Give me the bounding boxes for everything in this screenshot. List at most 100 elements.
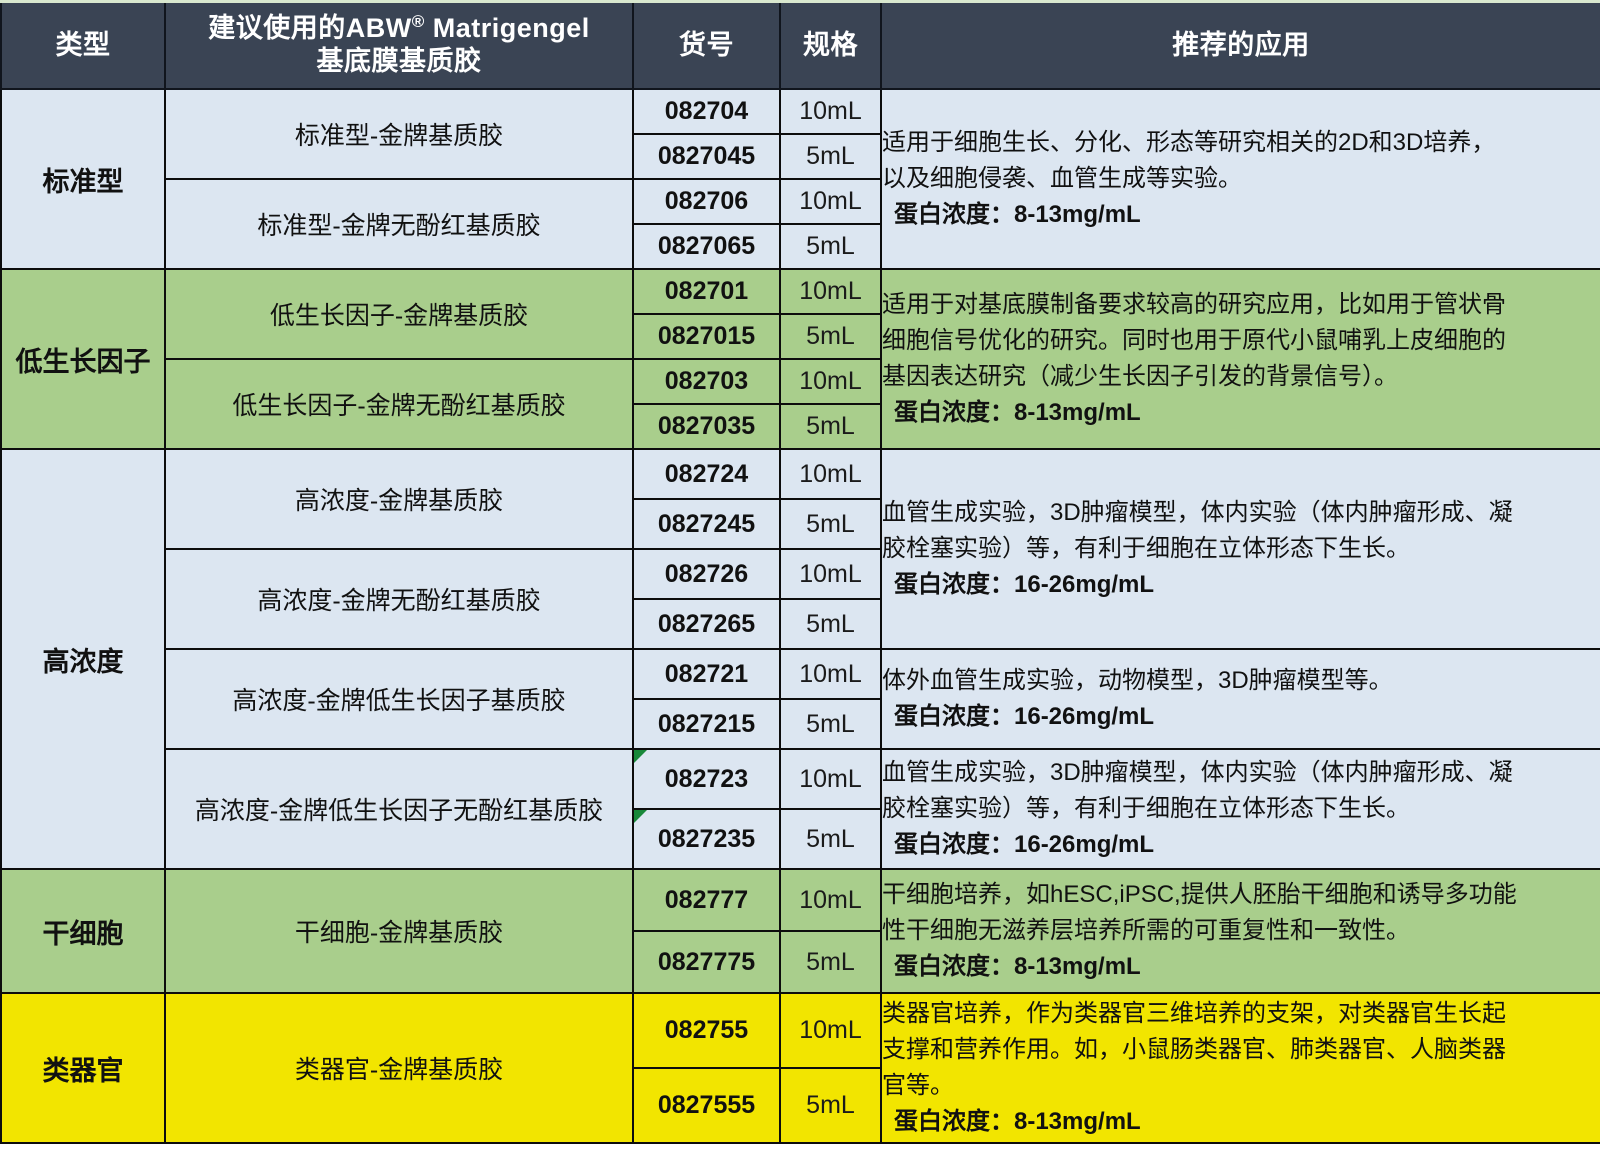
header-label-product-line2: 基底膜基质胶 bbox=[316, 46, 482, 76]
catalog-number-cell: 0827065 bbox=[632, 223, 781, 270]
header-cell-type: 类型 bbox=[0, 0, 166, 90]
catalog-number-cell: 082706 bbox=[632, 178, 781, 225]
protein-concentration-label: 蛋白浓度：16-26mg/mL bbox=[894, 703, 1155, 730]
spec-cell: 5mL bbox=[779, 1067, 882, 1144]
product-name-label: 标准型-金牌无酚红基质胶 bbox=[257, 212, 541, 240]
spec-label: 10mL bbox=[799, 97, 862, 125]
product-name-label: 干细胞-金牌基质胶 bbox=[294, 919, 504, 947]
group-type-label: 类器官 bbox=[42, 1055, 124, 1086]
spec-cell: 5mL bbox=[779, 598, 882, 650]
catalog-number-label: 082701 bbox=[664, 277, 749, 305]
top-edge-strip bbox=[0, 0, 1600, 3]
group-type-label: 低生长因子 bbox=[15, 346, 151, 377]
spec-label: 5mL bbox=[806, 509, 855, 538]
spec-cell: 5mL bbox=[779, 698, 882, 750]
comment-marker-icon bbox=[634, 810, 647, 823]
application-cell: 干细胞培养，如hESC,iPSC,提供人胚胎干细胞和诱导多功能 性干细胞无滋养层培… bbox=[880, 868, 1600, 994]
spec-cell: 5mL bbox=[779, 403, 882, 450]
catalog-number-cell: 0827265 bbox=[632, 598, 781, 650]
table-row: 高浓度 高浓度-金牌基质胶 082724 10mL 血管生成实验，3D肿瘤模型，体内实验… bbox=[0, 448, 1600, 870]
product-name-label: 高浓度-金牌无酚红基质胶 bbox=[257, 587, 541, 615]
catalog-number-label: 082703 bbox=[664, 367, 749, 395]
table-row: 标准型 标准型-金牌基质胶 082704 10mL 适用于细胞生长、分化、形态等研究相关… bbox=[0, 88, 1600, 270]
application-text-line: 性干细胞无滋养层培养所需的可重复性和一致性。 bbox=[882, 917, 1410, 944]
catalog-number-cell: 082721 bbox=[632, 648, 781, 700]
group-type-cell: 干细胞 bbox=[0, 868, 166, 994]
group-type-cell: 低生长因子 bbox=[0, 268, 166, 450]
product-name-label: 高浓度-金牌低生长因子基质胶 bbox=[232, 687, 566, 715]
application-cell: 类器官培养，作为类器官三维培养的支架，对类器官生长起 支撑和营养作用。如，小鼠肠类… bbox=[880, 992, 1600, 1144]
application-text-line: 体外血管生成实验，动物模型，3D肿瘤模型等。 bbox=[882, 667, 1393, 694]
header-row: 类型 建议使用的ABW® Matrigengel 基底膜基质胶 货号 规格 推荐… bbox=[0, 0, 1600, 90]
catalog-number-cell: 0827045 bbox=[632, 133, 781, 180]
header-label-application: 推荐的应用 bbox=[1172, 29, 1310, 60]
catalog-number-cell: 082701 bbox=[632, 268, 781, 315]
spec-cell: 5mL bbox=[779, 223, 882, 270]
product-name-label: 标准型-金牌基质胶 bbox=[294, 122, 504, 150]
table-row: 0827235 5mL bbox=[1, 808, 1600, 870]
header-cell-product: 建议使用的ABW® Matrigengel 基底膜基质胶 bbox=[164, 0, 634, 90]
spec-label: 10mL bbox=[799, 559, 862, 588]
application-text-line: 支撑和营养作用。如，小鼠肠类器官、肺类器官、人脑类器 bbox=[882, 1036, 1506, 1063]
group-type-cell: 高浓度 bbox=[0, 448, 166, 870]
product-name-cell: 低生长因子-金牌基质胶 bbox=[164, 268, 634, 360]
registered-trademark-icon: ® bbox=[411, 12, 425, 32]
catalog-number-cell: 0827235 bbox=[632, 808, 781, 870]
spec-label: 5mL bbox=[806, 609, 855, 638]
application-text-line: 干细胞培养，如hESC,iPSC,提供人胚胎干细胞和诱导多功能 bbox=[882, 881, 1517, 908]
table-row: 低生长因子-金牌无酚红基质胶 082703 10mL bbox=[1, 358, 1600, 450]
spec-label: 10mL bbox=[799, 187, 862, 215]
spec-cell: 10mL bbox=[779, 268, 882, 315]
spec-cell: 10mL bbox=[779, 748, 882, 810]
header-cell-spec: 规格 bbox=[779, 0, 882, 90]
spec-cell: 10mL bbox=[779, 178, 882, 225]
application-text-line: 官等。 bbox=[882, 1072, 954, 1099]
catalog-number-cell: 0827015 bbox=[632, 313, 781, 360]
application-cell: 适用于细胞生长、分化、形态等研究相关的2D和3D培养， 以及细胞侵袭、血管生成等实… bbox=[880, 88, 1600, 270]
product-name-cell: 标准型-金牌无酚红基质胶 bbox=[164, 178, 634, 270]
spec-cell: 10mL bbox=[779, 358, 882, 405]
group-type-label: 干细胞 bbox=[42, 918, 124, 949]
spec-cell: 10mL bbox=[779, 448, 882, 500]
product-name-label: 类器官-金牌基质胶 bbox=[294, 1056, 504, 1084]
spec-label: 5mL bbox=[806, 1091, 855, 1119]
protein-concentration-label: 蛋白浓度：16-26mg/mL bbox=[894, 571, 1155, 598]
catalog-number-cell: 0827555 bbox=[632, 1067, 781, 1144]
catalog-number-label: 0827045 bbox=[657, 142, 756, 170]
spec-label: 5mL bbox=[806, 412, 855, 440]
catalog-number-label: 0827035 bbox=[657, 412, 756, 440]
product-name-cell: 高浓度-金牌基质胶 bbox=[164, 448, 634, 550]
catalog-number-cell: 082724 bbox=[632, 448, 781, 500]
catalog-number-cell: 0827245 bbox=[632, 498, 781, 550]
catalog-number-cell: 082726 bbox=[632, 548, 781, 600]
table-row: 0827775 5mL bbox=[1, 930, 1600, 994]
table-row: 高浓度-金牌无酚红基质胶 082726 10mL bbox=[1, 548, 1600, 650]
group-type-cell: 类器官 bbox=[0, 992, 166, 1144]
table-row: 0827215 5mL bbox=[1, 698, 1600, 750]
header-cell-application: 推荐的应用 bbox=[880, 0, 1600, 90]
application-text-line: 以及细胞侵袭、血管生成等实验。 bbox=[882, 165, 1242, 192]
header-label-product-line1: 建议使用的ABW® Matrigengel bbox=[166, 12, 632, 45]
spec-label: 10mL bbox=[799, 885, 862, 914]
protein-concentration-label: 蛋白浓度：8-13mg/mL bbox=[894, 953, 1141, 980]
table-row: 高浓度-金牌低生长因子基质胶 082721 10mL 体外血管生成实验，动物模型，3D… bbox=[1, 648, 1600, 750]
spec-label: 5mL bbox=[806, 322, 855, 350]
protein-concentration-label: 蛋白浓度：8-13mg/mL bbox=[894, 1108, 1141, 1135]
table-row: 标准型-金牌无酚红基质胶 082706 10mL bbox=[1, 178, 1600, 270]
product-name-cell: 高浓度-金牌低生长因子基质胶 bbox=[164, 648, 634, 750]
catalog-number-label: 082704 bbox=[664, 97, 749, 125]
application-text-line: 血管生成实验，3D肿瘤模型，体内实验（体内肿瘤形成、凝 bbox=[882, 499, 1513, 526]
header-cell-catalog: 货号 bbox=[632, 0, 781, 90]
table-row: 0827015 5mL bbox=[1, 313, 1600, 360]
table-row: 0827555 5mL bbox=[1, 1067, 1600, 1144]
table-header: 类型 建议使用的ABW® Matrigengel 基底膜基质胶 货号 规格 推荐… bbox=[0, 0, 1600, 90]
header-product-text-a: 建议使用的ABW bbox=[208, 13, 412, 44]
group-type-cell: 标准型 bbox=[0, 88, 166, 270]
application-text-line: 类器官培养，作为类器官三维培养的支架，对类器官生长起 bbox=[882, 1000, 1506, 1027]
catalog-number-label: 082706 bbox=[664, 187, 749, 215]
catalog-number-label: 0827215 bbox=[657, 709, 756, 738]
product-name-label: 低生长因子-金牌无酚红基质胶 bbox=[232, 392, 566, 420]
spec-label: 5mL bbox=[806, 824, 855, 853]
